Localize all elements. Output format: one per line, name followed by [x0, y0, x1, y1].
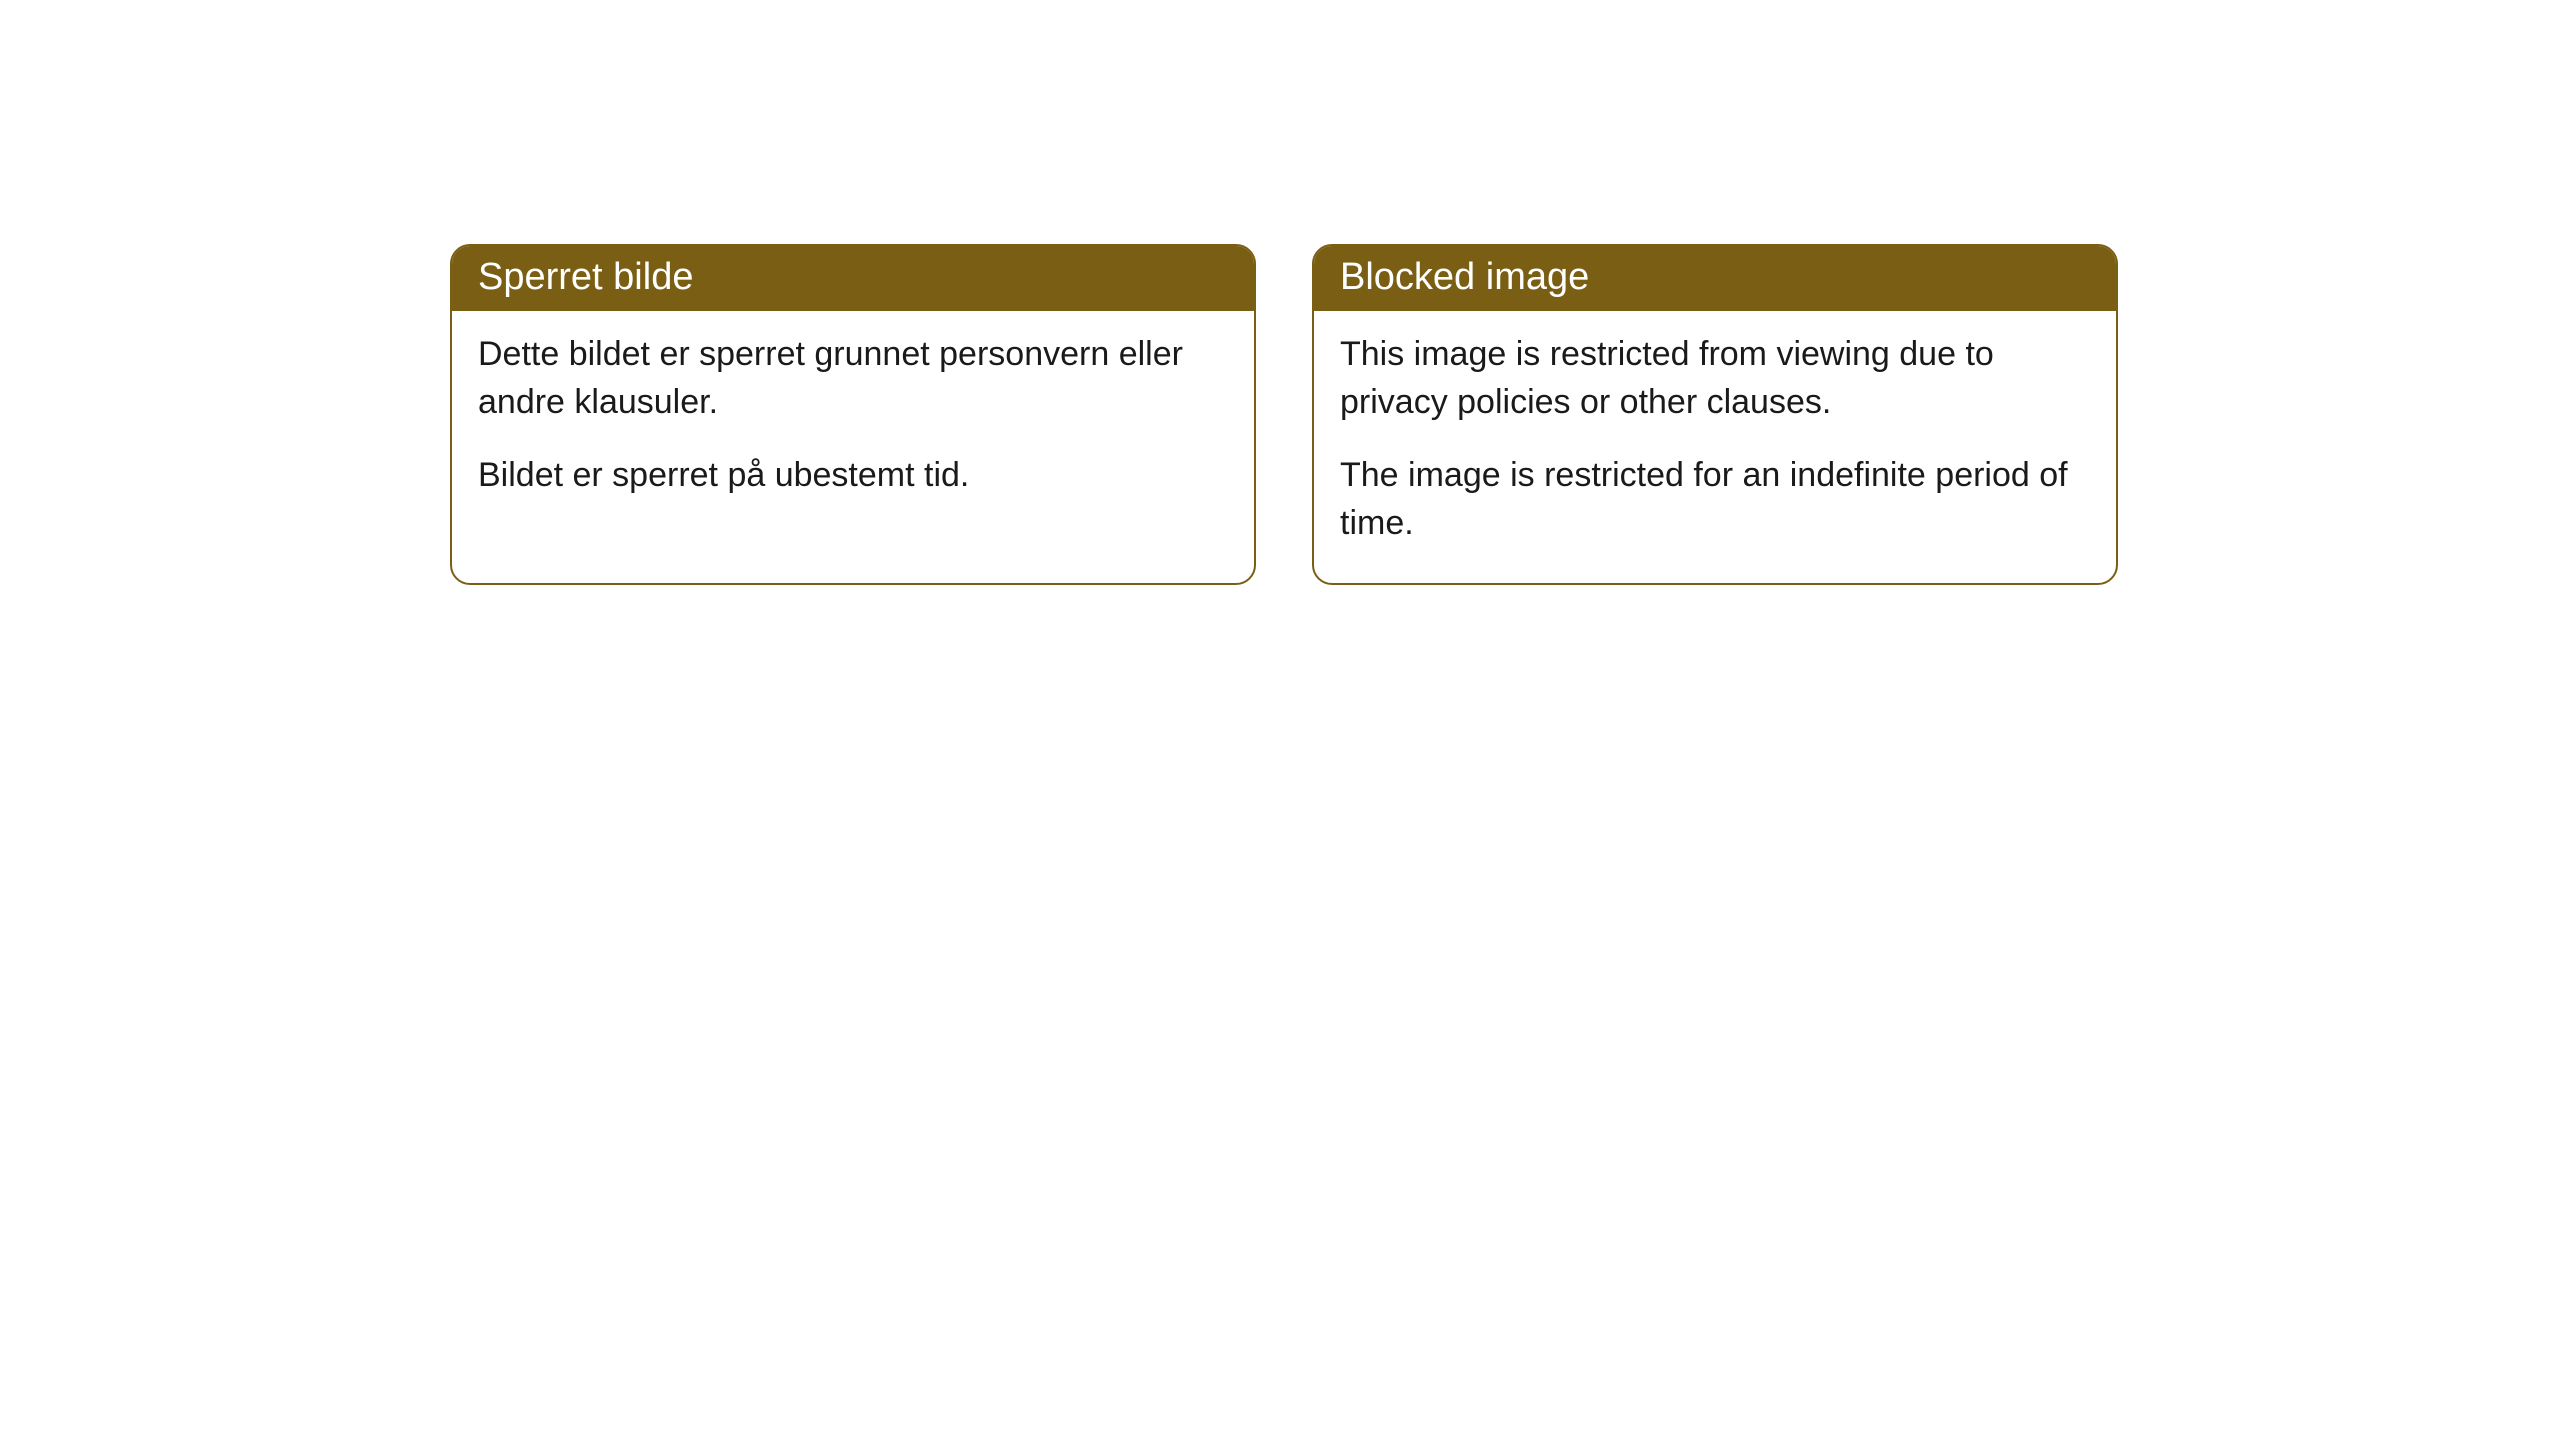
card-paragraph: Dette bildet er sperret grunnet personve…	[478, 331, 1228, 426]
notice-card-english: Blocked image This image is restricted f…	[1312, 244, 2118, 585]
card-paragraph: The image is restricted for an indefinit…	[1340, 452, 2090, 547]
card-title: Blocked image	[1340, 256, 1589, 298]
card-body: This image is restricted from viewing du…	[1314, 311, 2116, 583]
card-header: Sperret bilde	[452, 246, 1254, 311]
card-body: Dette bildet er sperret grunnet personve…	[452, 311, 1254, 536]
notice-card-norwegian: Sperret bilde Dette bildet er sperret gr…	[450, 244, 1256, 585]
card-title: Sperret bilde	[478, 256, 693, 298]
card-paragraph: This image is restricted from viewing du…	[1340, 331, 2090, 426]
card-header: Blocked image	[1314, 246, 2116, 311]
card-paragraph: Bildet er sperret på ubestemt tid.	[478, 452, 1228, 500]
notice-cards-container: Sperret bilde Dette bildet er sperret gr…	[450, 244, 2118, 585]
